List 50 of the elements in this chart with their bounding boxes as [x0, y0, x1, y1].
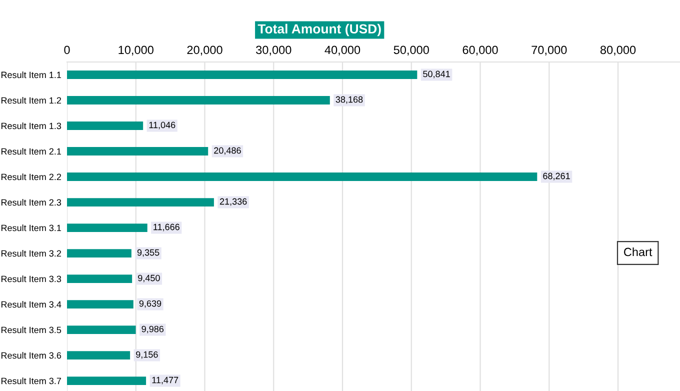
data-label: 9,156	[136, 351, 158, 359]
data-label: 38,168	[336, 96, 363, 104]
y-tick-label: Result Item 1.1	[1, 71, 62, 78]
bar	[67, 70, 418, 79]
data-label: 11,046	[149, 122, 176, 130]
bar	[67, 274, 132, 283]
bar	[67, 172, 538, 181]
data-label: 11,477	[152, 376, 178, 384]
y-tick-label: Result Item 3.3	[1, 276, 62, 282]
bar	[67, 376, 146, 386]
data-label: 68,261	[543, 172, 570, 180]
bar	[67, 147, 208, 156]
data-label: 9,355	[137, 249, 160, 257]
data-label: 20,486	[214, 147, 241, 155]
x-tick-label: 80,000	[600, 46, 636, 56]
x-tick-label: 30,000	[256, 46, 292, 56]
y-tick-label: Result Item 3.6	[1, 352, 62, 359]
bar	[67, 96, 330, 104]
y-tick-label: Result Item 3.5	[1, 326, 62, 334]
x-tick-label: 70,000	[532, 46, 567, 56]
bar	[67, 122, 144, 130]
x-axis-title: Total Amount (USD)	[258, 24, 381, 36]
bar	[67, 198, 214, 206]
data-label: 11,666	[154, 224, 180, 232]
x-tick-label: 0	[64, 46, 70, 54]
data-label: 9,450	[138, 274, 160, 282]
x-tick-label: 40,000	[324, 46, 360, 56]
x-tick-label: 10,000	[118, 46, 154, 56]
data-label: 50,841	[423, 70, 450, 78]
x-tick-label: 60,000	[462, 46, 498, 56]
annotation: Chart	[624, 247, 652, 256]
bar	[67, 300, 134, 308]
y-tick-label: Result Item 3.4	[1, 301, 62, 308]
y-tick-label: Result Item 2.2	[1, 173, 61, 180]
y-tick-label: Result Item 2.3	[1, 199, 62, 206]
bar	[67, 249, 132, 258]
y-tick-label: Result Item 1.3	[1, 122, 62, 130]
data-label: 21,336	[220, 198, 247, 206]
data-label: 9,639	[139, 300, 162, 308]
x-tick-label: 20,000	[187, 46, 222, 56]
bar	[67, 326, 136, 334]
data-label: 9,986	[142, 326, 164, 334]
bar	[67, 351, 130, 360]
y-tick-label: Result Item 3.1	[1, 224, 62, 232]
x-tick-label: 50,000	[394, 46, 429, 56]
bar	[67, 224, 148, 232]
y-tick-label: Result Item 1.2	[1, 96, 61, 104]
y-tick-label: Result Item 3.7	[1, 378, 61, 384]
y-tick-label: Result Item 3.2	[1, 250, 61, 257]
y-tick-label: Result Item 2.1	[1, 148, 62, 155]
